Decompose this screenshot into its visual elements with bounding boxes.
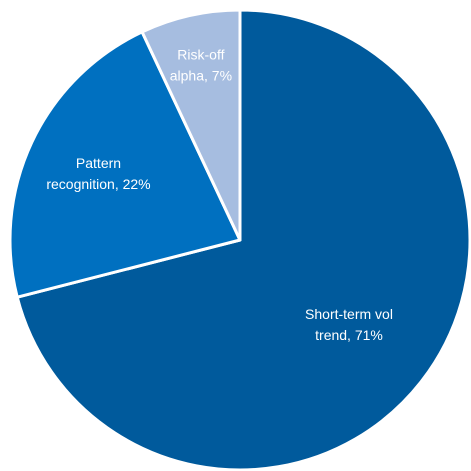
pie-slices	[8, 8, 471, 471]
pie-slice-label-line: trend, 71%	[315, 327, 383, 343]
pie-slice-label-3: Risk-off alpha, 7%	[170, 46, 232, 83]
pie-slice-label-line: Risk-off	[177, 46, 224, 62]
pie-slice-label-line: Pattern	[76, 155, 121, 171]
pie-slice-3	[140, 8, 242, 242]
pie-slice-label-2: Pattern recognition, 22%	[46, 155, 150, 192]
pie-slice-label-1: Short-term vol trend, 71%	[305, 306, 393, 343]
pie-slice-label-line: alpha, 7%	[170, 67, 232, 83]
pie-slice-2	[8, 30, 242, 299]
pie-labels: Short-term vol trend, 71% Pattern recogniti…	[46, 46, 393, 343]
pie-slice-1	[15, 8, 471, 471]
pie-slice-label-line: recognition, 22%	[46, 176, 150, 192]
pie-slice-label-line: Short-term vol	[305, 306, 393, 322]
